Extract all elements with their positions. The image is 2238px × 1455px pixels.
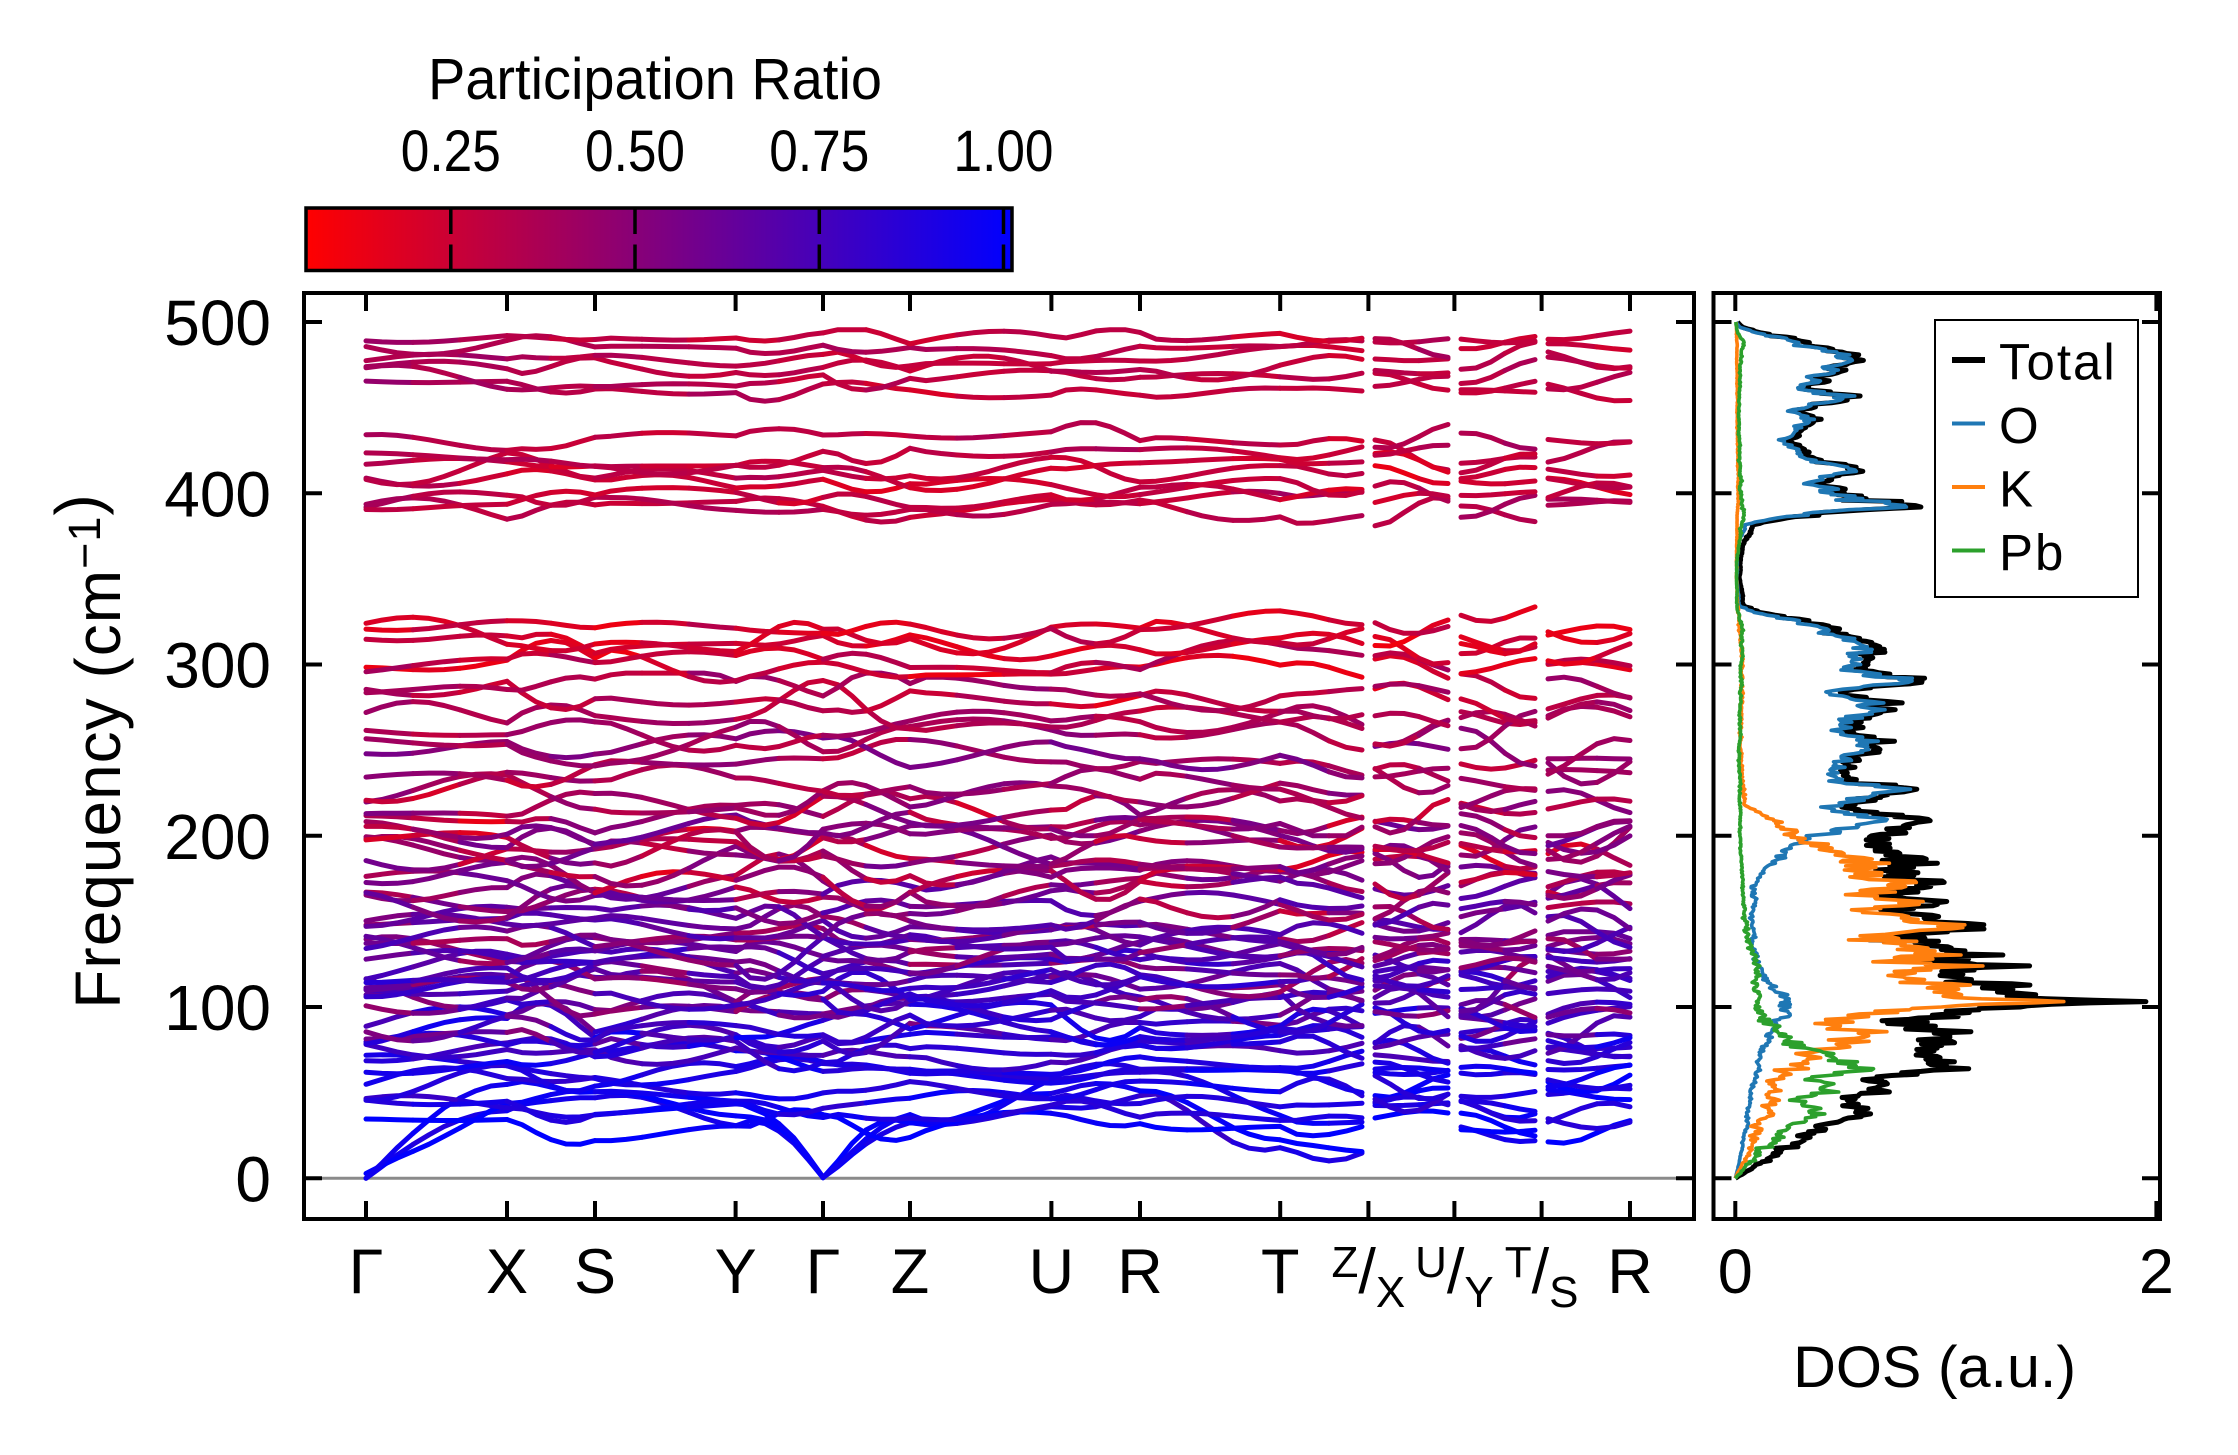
svg-text:300: 300 [164,630,271,702]
svg-text:Y: Y [715,1237,757,1307]
svg-text:400: 400 [164,458,271,530]
svg-text:R: R [1117,1237,1163,1307]
svg-text:U/Y: U/Y [1415,1237,1494,1317]
svg-text:500: 500 [164,287,271,359]
svg-text:DOS (a.u.): DOS (a.u.) [1793,1335,2076,1400]
svg-text:T/S: T/S [1505,1237,1579,1317]
svg-text:Γ: Γ [806,1237,841,1307]
svg-text:100: 100 [164,972,271,1044]
svg-text:0.75: 0.75 [769,119,869,184]
svg-text:0.50: 0.50 [585,119,685,184]
svg-text:Participation Ratio: Participation Ratio [428,47,882,112]
svg-text:Γ: Γ [349,1237,384,1307]
svg-text:2: 2 [2139,1237,2174,1307]
svg-text:0.25: 0.25 [401,119,501,184]
svg-text:0: 0 [235,1143,271,1215]
svg-text:Z/X: Z/X [1332,1237,1406,1317]
svg-text:S: S [574,1237,616,1307]
svg-text:1.00: 1.00 [954,119,1054,184]
svg-text:K: K [1999,461,2035,518]
svg-text:X: X [486,1237,528,1307]
svg-text:200: 200 [164,801,271,873]
svg-text:R: R [1607,1237,1653,1307]
svg-text:U: U [1029,1237,1075,1307]
svg-text:O: O [1999,397,2041,454]
svg-text:Z: Z [891,1237,929,1307]
svg-text:Pb: Pb [1999,524,2065,581]
svg-text:Total: Total [1999,334,2117,391]
svg-text:T: T [1261,1237,1299,1307]
svg-text:0: 0 [1718,1237,1753,1307]
